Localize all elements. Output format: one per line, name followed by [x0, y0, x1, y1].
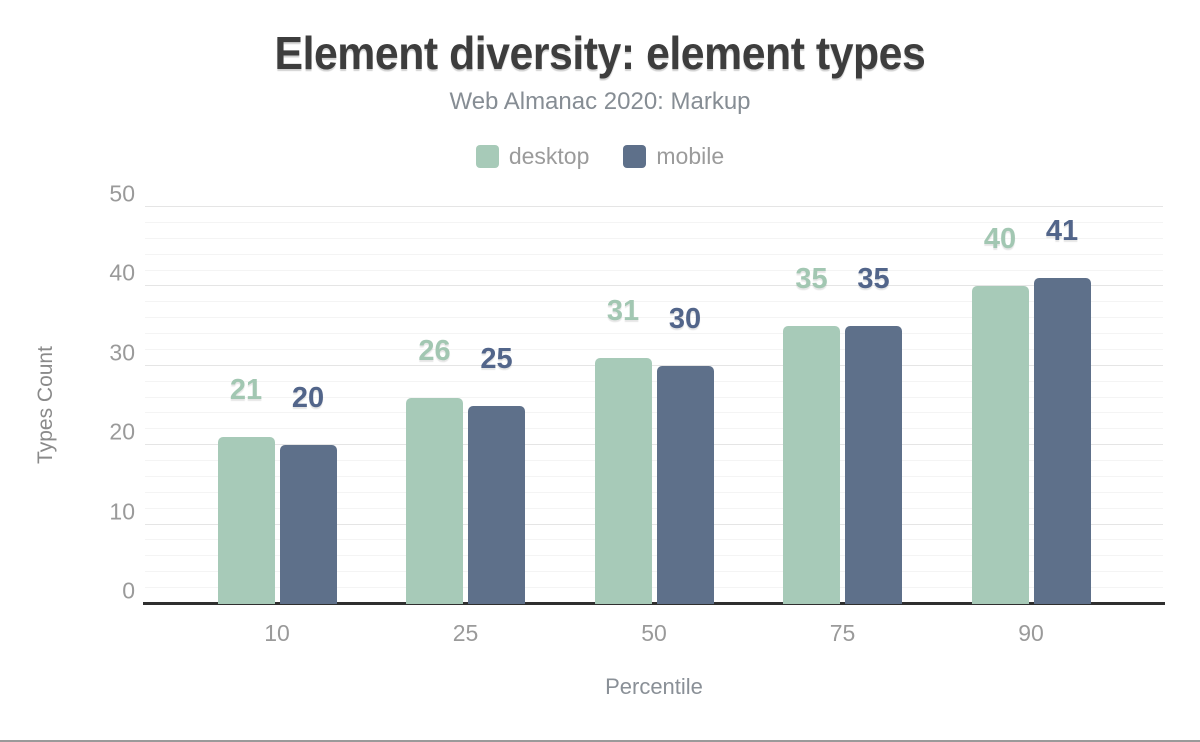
legend-label-mobile: mobile — [656, 143, 725, 169]
major-gridline — [145, 364, 1163, 366]
x-axis-line — [143, 602, 1165, 605]
y-tick-label: 30 — [109, 339, 135, 366]
major-gridline — [145, 285, 1163, 287]
minor-gridline — [145, 539, 1163, 541]
bar-value-label-desktop-75: 35 — [795, 263, 828, 296]
minor-gridline — [145, 491, 1163, 493]
bar-value-label-desktop-10: 21 — [229, 374, 263, 407]
legend-swatch-mobile — [623, 145, 647, 168]
bar-desktop-25 — [406, 397, 463, 604]
minor-gridline — [145, 237, 1163, 239]
minor-gridline — [145, 253, 1163, 255]
x-tick-label-90: 90 — [1018, 620, 1044, 646]
x-tick-label-25: 25 — [452, 620, 479, 646]
bar-mobile-10 — [279, 445, 337, 604]
bar-value-label-mobile-50: 30 — [668, 302, 702, 335]
legend-item-mobile: mobile — [623, 143, 724, 170]
major-gridline — [145, 444, 1163, 446]
minor-gridline — [145, 301, 1163, 303]
bar-value-label-mobile-90: 41 — [1045, 215, 1079, 248]
bar-mobile-25 — [468, 405, 525, 604]
y-tick-label: 40 — [109, 259, 135, 286]
minor-gridline — [145, 555, 1163, 557]
x-tick-label-50: 50 — [641, 620, 667, 646]
minor-gridline — [145, 587, 1163, 589]
minor-gridline — [145, 269, 1163, 271]
bar-mobile-75 — [845, 326, 902, 604]
minor-gridline — [145, 380, 1163, 382]
minor-gridline — [145, 571, 1163, 573]
minor-gridline — [145, 507, 1163, 509]
bar-value-label-desktop-90: 40 — [983, 223, 1017, 256]
minor-gridline — [145, 348, 1163, 350]
bar-value-label-mobile-25: 25 — [480, 342, 513, 375]
chart-title: Element diversity: element types — [274, 27, 926, 79]
y-tick-label: 10 — [109, 498, 135, 525]
bottom-divider — [0, 740, 1200, 742]
major-gridline — [145, 206, 1163, 207]
minor-gridline — [145, 412, 1163, 414]
bar-mobile-90 — [1033, 278, 1091, 604]
minor-gridline — [145, 333, 1163, 335]
bar-desktop-90 — [971, 286, 1029, 604]
minor-gridline — [145, 475, 1163, 477]
bar-value-label-mobile-75: 35 — [857, 263, 890, 296]
bar-desktop-75 — [783, 326, 840, 604]
bar-value-label-desktop-50: 31 — [606, 294, 640, 327]
x-axis-title: Percentile — [605, 674, 703, 699]
legend: desktop mobile — [0, 143, 1200, 170]
minor-gridline — [145, 317, 1163, 319]
plot-area: 0 10 20 30 40 50 21 20 10 26 25 25 31 30 50 35 35 75 40 41 9… — [109, 181, 1165, 646]
x-tick-label-75: 75 — [829, 620, 856, 646]
minor-gridline — [145, 460, 1163, 462]
bar-desktop-10 — [217, 437, 275, 604]
y-axis-title: Types Count — [34, 346, 57, 464]
y-tick-label: 50 — [109, 180, 135, 207]
legend-label-desktop: desktop — [508, 143, 590, 169]
bar-desktop-50 — [594, 357, 652, 604]
legend-swatch-desktop — [475, 145, 499, 168]
y-tick-label: 20 — [109, 418, 135, 445]
minor-gridline — [145, 396, 1163, 398]
bar-value-label-desktop-25: 26 — [418, 334, 451, 367]
minor-gridline — [145, 428, 1163, 430]
x-tick-label-10: 10 — [264, 620, 290, 646]
bar-mobile-50 — [656, 365, 714, 604]
bar-value-label-mobile-10: 20 — [291, 382, 325, 415]
y-tick-label: 0 — [122, 577, 135, 604]
minor-gridline — [145, 221, 1163, 223]
chart-subtitle: Web Almanac 2020: Markup — [449, 88, 751, 115]
major-gridline — [145, 523, 1163, 525]
legend-item-desktop: desktop — [475, 143, 590, 170]
